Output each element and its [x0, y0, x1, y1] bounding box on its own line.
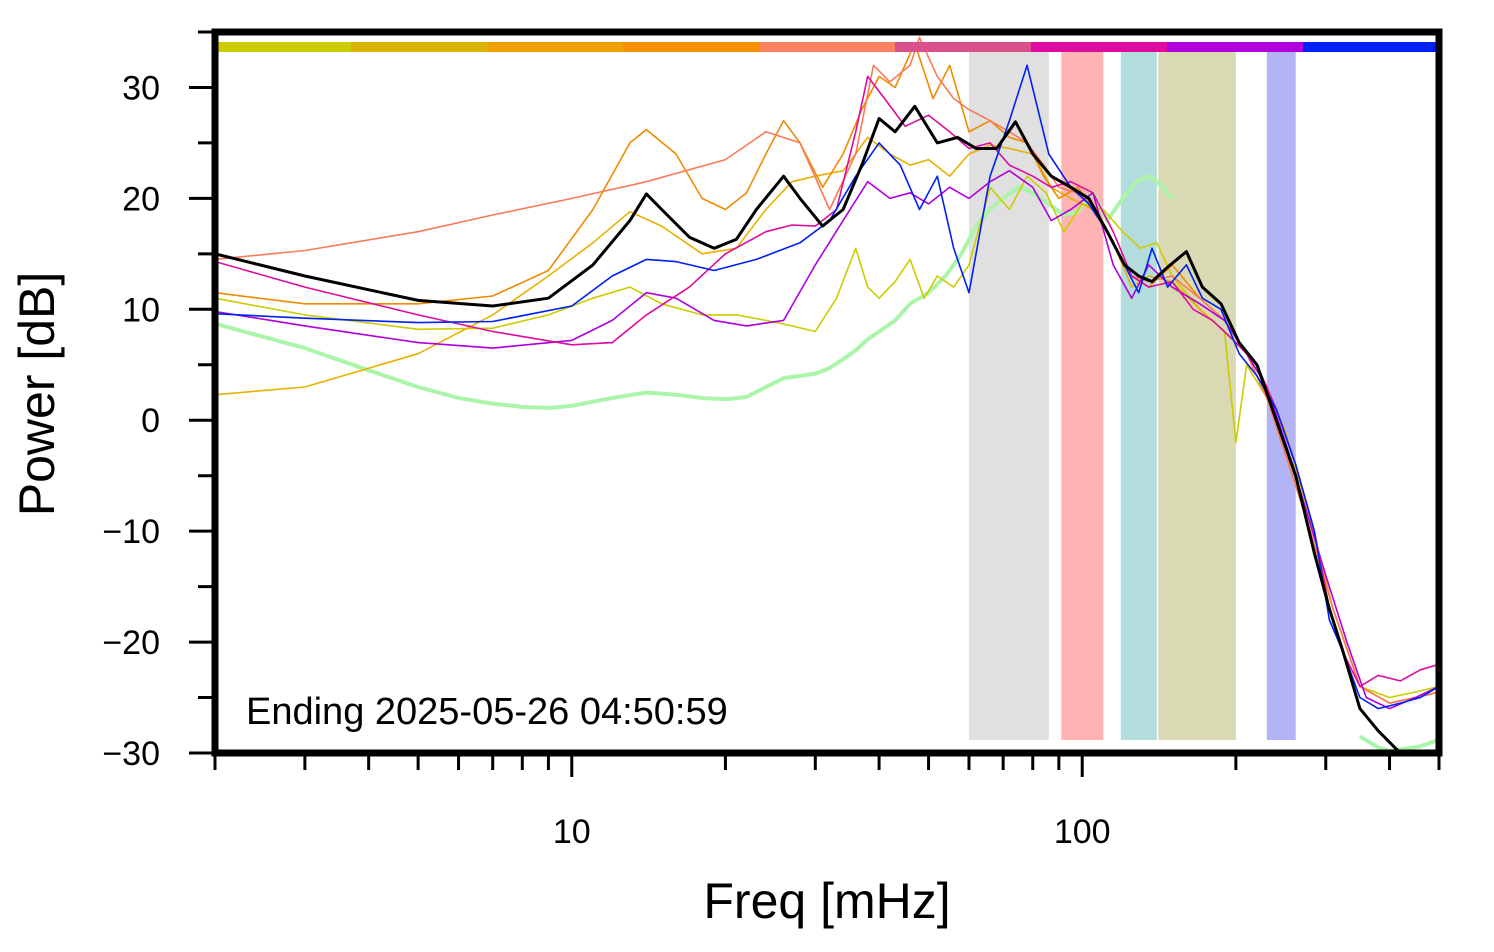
series-line-5 — [215, 175, 1439, 699]
x-axis-label: Freq [mHz] — [703, 873, 950, 929]
shaded-band-5 — [1266, 52, 1296, 740]
x-tick-label: 100 — [1054, 813, 1111, 851]
series-lines — [215, 36, 1439, 753]
y-tick-label: −10 — [102, 513, 160, 551]
shaded-band-1 — [968, 52, 1049, 740]
series-line-4 — [215, 169, 1439, 710]
color-strip-segment-6 — [895, 42, 1032, 52]
y-axis-label: Power [dB] — [9, 272, 65, 517]
color-strip — [215, 42, 1440, 52]
shaded-bands — [968, 52, 1296, 740]
shaded-band-4 — [1158, 52, 1236, 740]
y-tick-label: 10 — [122, 291, 160, 329]
color-strip-segment-8 — [1167, 42, 1304, 52]
series-line-2 — [215, 64, 1439, 710]
series-line-10 — [1358, 734, 1439, 753]
y-tick-label: −30 — [102, 735, 160, 773]
y-tick-label: 30 — [122, 69, 160, 107]
color-strip-segment-1 — [215, 42, 352, 52]
series-line-8 — [215, 36, 1439, 704]
timestamp-annotation: Ending 2025-05-26 04:50:59 — [246, 691, 728, 733]
color-strip-segment-5 — [759, 42, 896, 52]
color-strip-segment-9 — [1303, 42, 1440, 52]
color-strip-segment-3 — [487, 42, 624, 52]
y-tick-label: −20 — [102, 624, 160, 662]
series-line-9 — [215, 174, 1174, 410]
color-strip-segment-2 — [351, 42, 488, 52]
shaded-band-2 — [1061, 52, 1104, 740]
y-tick-label: 0 — [141, 402, 160, 440]
y-axis-ticks: −30 −20 −10 0 10 20 30 — [102, 30, 215, 773]
x-tick-label: 10 — [553, 813, 591, 851]
series-line-1 — [215, 104, 1403, 753]
y-tick-label: 20 — [122, 180, 160, 218]
plot-frame — [211, 28, 1443, 757]
shaded-band-3 — [1120, 52, 1157, 740]
x-axis-ticks: 10 100 — [213, 753, 1441, 851]
color-strip-segment-4 — [623, 42, 760, 52]
color-strip-segment-7 — [1031, 42, 1168, 52]
